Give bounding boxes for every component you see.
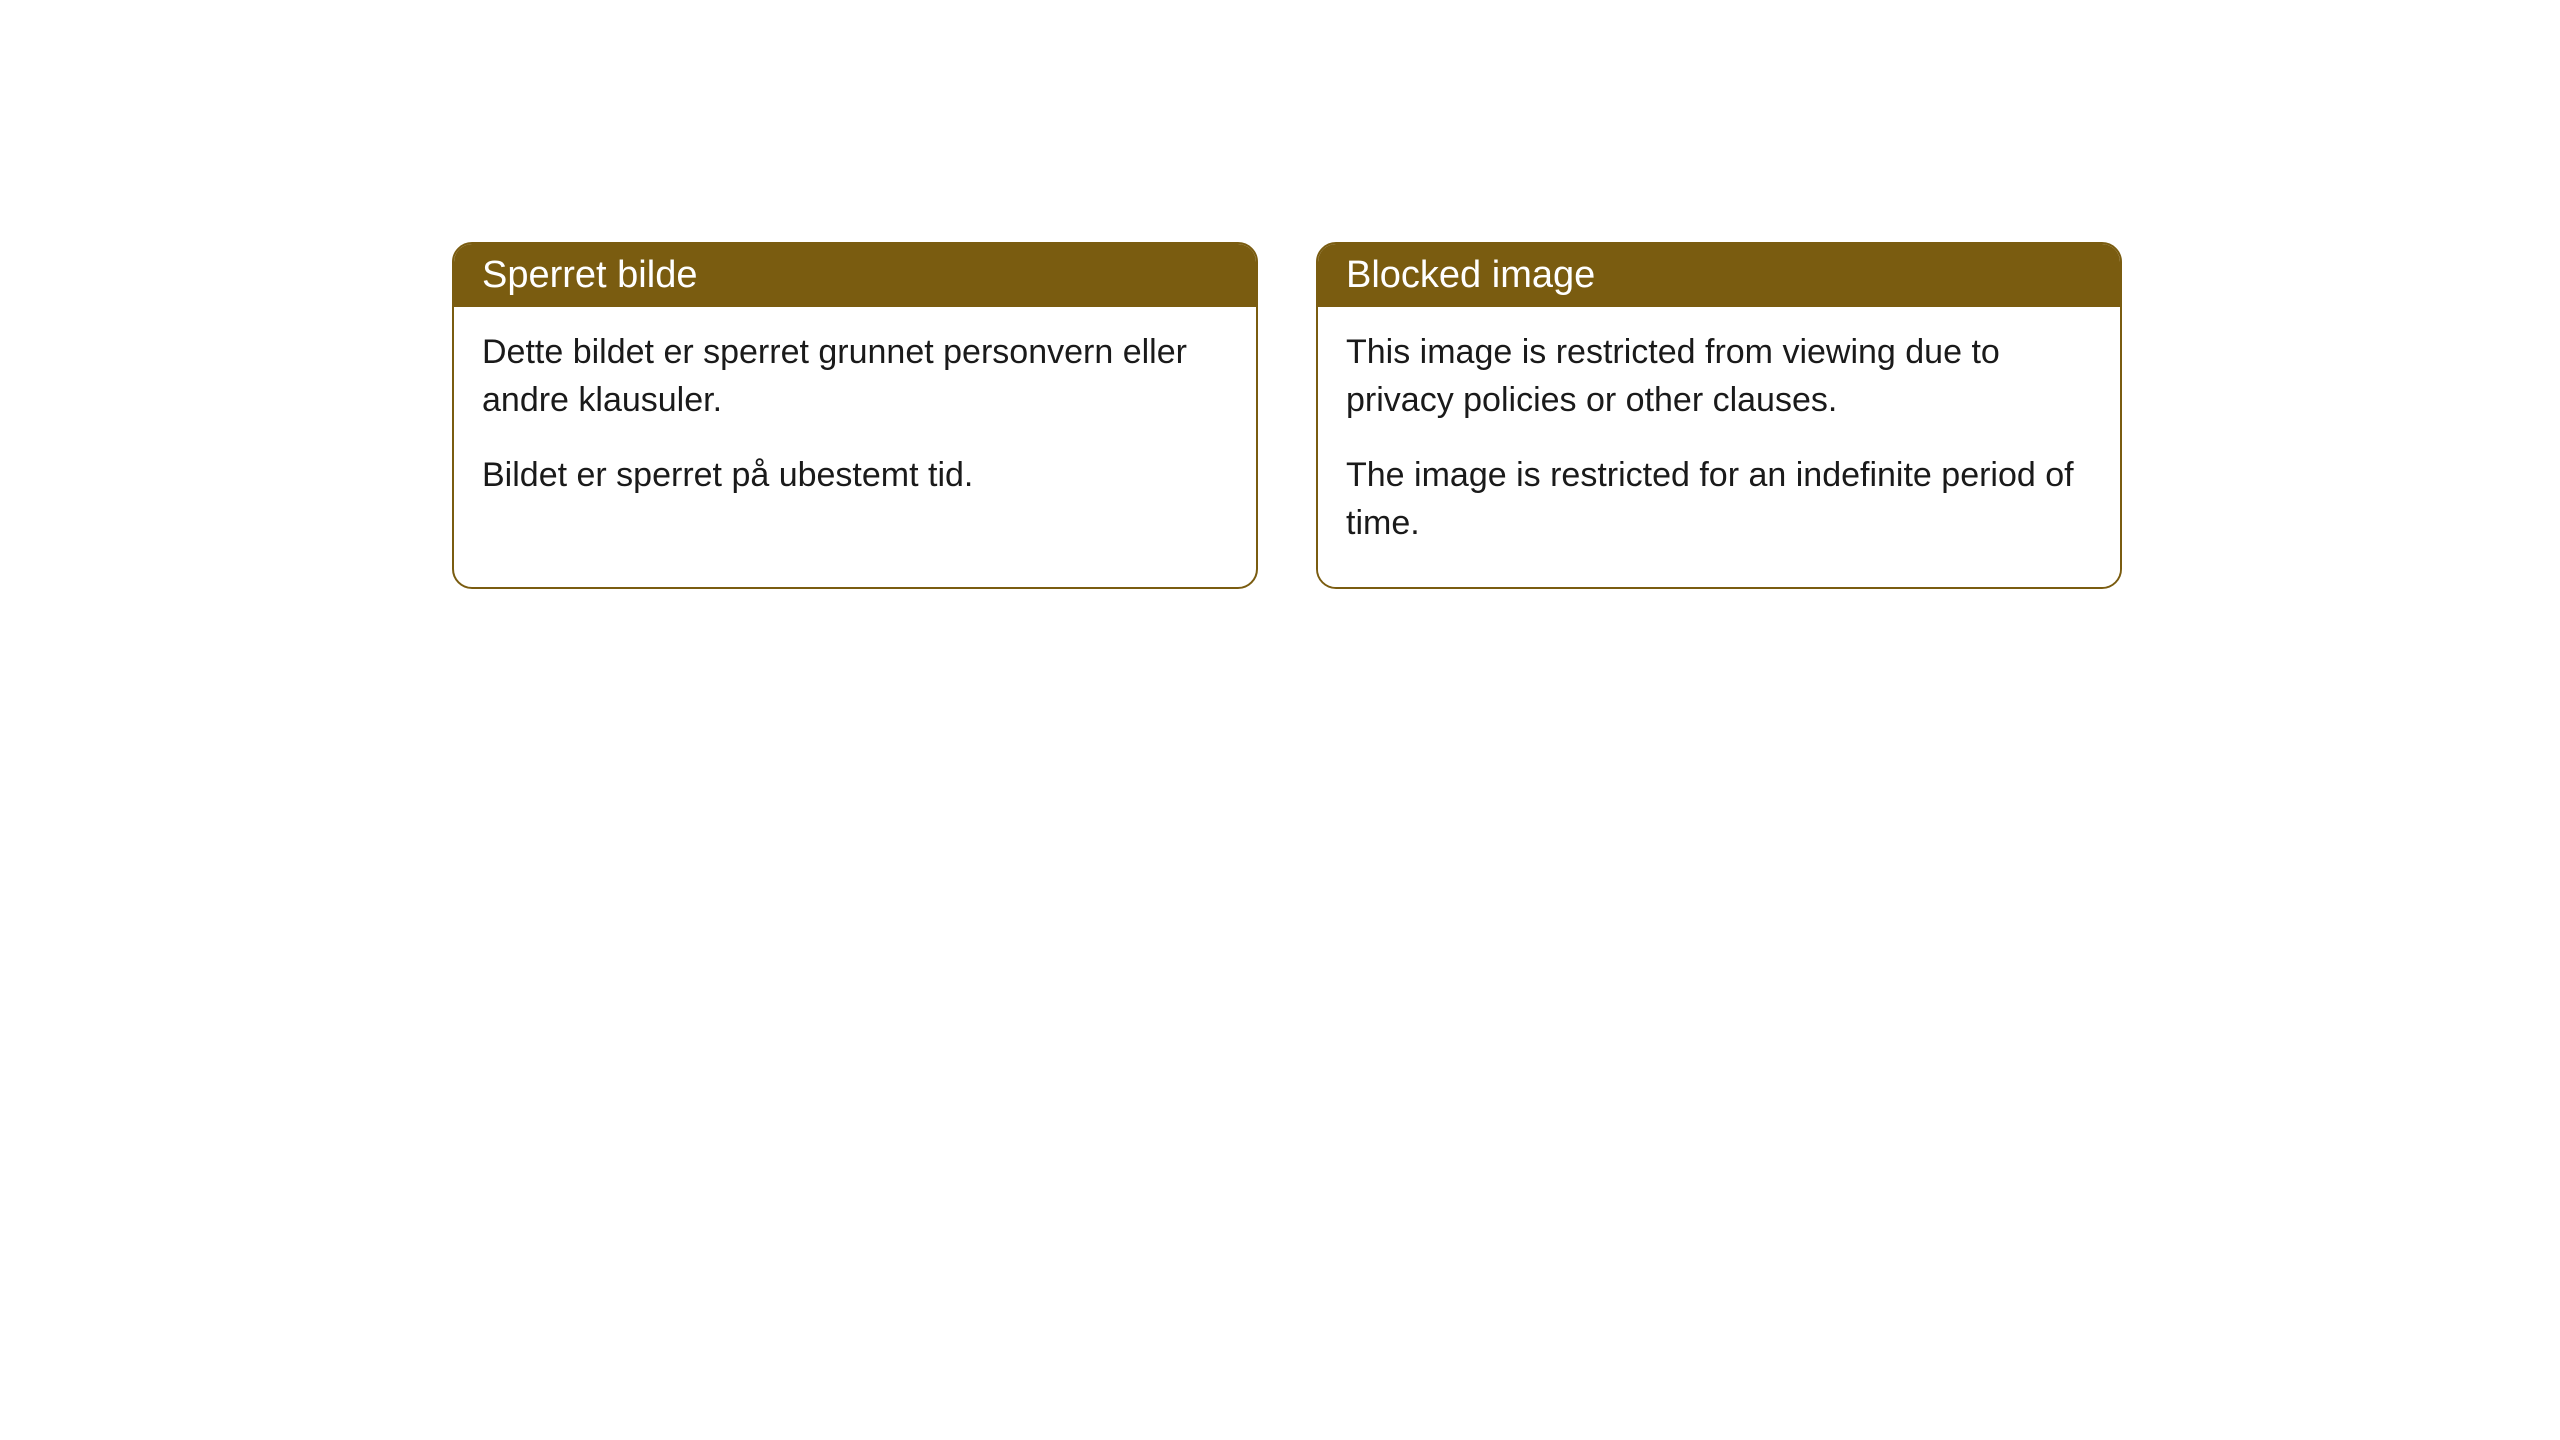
cards-container: Sperret bilde Dette bildet er sperret gr…	[0, 0, 2560, 589]
card-header-norwegian: Sperret bilde	[454, 244, 1256, 307]
card-title: Sperret bilde	[482, 254, 697, 296]
card-body-english: This image is restricted from viewing du…	[1318, 307, 2120, 587]
card-body-norwegian: Dette bildet er sperret grunnet personve…	[454, 307, 1256, 540]
card-title: Blocked image	[1346, 254, 1595, 296]
card-header-english: Blocked image	[1318, 244, 2120, 307]
blocked-image-card-english: Blocked image This image is restricted f…	[1316, 242, 2122, 589]
card-paragraph-1: This image is restricted from viewing du…	[1346, 329, 2092, 424]
card-paragraph-2: Bildet er sperret på ubestemt tid.	[482, 452, 1228, 500]
blocked-image-card-norwegian: Sperret bilde Dette bildet er sperret gr…	[452, 242, 1258, 589]
card-paragraph-1: Dette bildet er sperret grunnet personve…	[482, 329, 1228, 424]
card-paragraph-2: The image is restricted for an indefinit…	[1346, 452, 2092, 547]
